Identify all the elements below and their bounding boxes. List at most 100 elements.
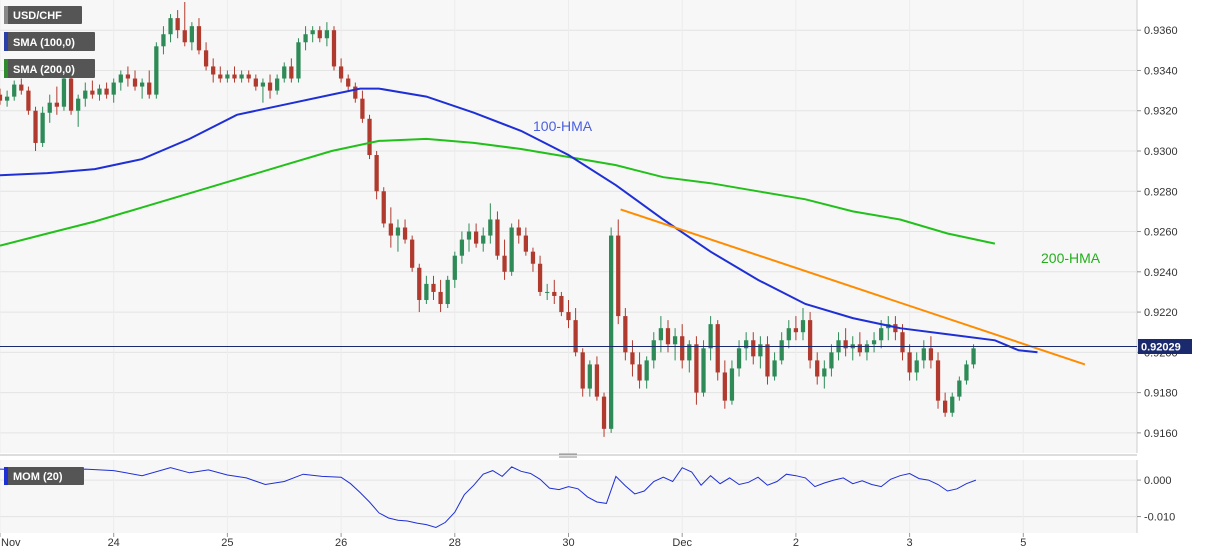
candle-down xyxy=(33,110,38,143)
candle-down xyxy=(680,336,685,361)
candle-down xyxy=(751,340,756,357)
candle-down xyxy=(381,191,386,224)
indicator-lines xyxy=(0,87,1086,366)
candle-up xyxy=(914,360,919,373)
candle-down xyxy=(253,78,258,87)
price-tick-label: 0.9300 xyxy=(1144,146,1178,158)
candle-up xyxy=(545,291,550,293)
hma100-label: 100-HMA xyxy=(533,118,593,134)
time-tick-label: Dec xyxy=(672,537,692,549)
candle-up xyxy=(161,34,166,47)
candle-up xyxy=(296,42,301,79)
price-tick-label: 0.9320 xyxy=(1144,106,1178,118)
candle-up xyxy=(275,78,280,91)
legend-momentum-label: MOM (20) xyxy=(13,471,63,483)
candle-up xyxy=(168,18,173,35)
candle-up xyxy=(47,102,52,113)
panel-resize-handle[interactable] xyxy=(559,453,577,458)
candle-down xyxy=(246,74,251,79)
candle-up xyxy=(800,320,806,333)
candle-down xyxy=(367,118,372,156)
time-tick-label: 3 xyxy=(907,537,913,549)
candle-down xyxy=(175,18,180,31)
candle-down xyxy=(203,50,209,67)
candle-down xyxy=(218,74,223,79)
candle-up xyxy=(154,46,159,95)
candle-down xyxy=(104,88,109,95)
candle-down xyxy=(90,90,95,95)
candle-down xyxy=(807,320,813,361)
candle-down xyxy=(665,328,671,345)
candle-up xyxy=(139,82,145,87)
candle-down xyxy=(502,255,507,272)
time-tick-label: 28 xyxy=(449,537,461,549)
candle-down xyxy=(715,324,720,373)
candle-down xyxy=(289,66,294,79)
candle-down xyxy=(623,316,628,353)
candle-down xyxy=(196,26,202,51)
candle-down xyxy=(900,332,905,353)
candle-up xyxy=(459,239,465,256)
candle-down xyxy=(182,30,187,43)
candle-up xyxy=(964,364,969,381)
candle-up xyxy=(950,396,955,413)
price-tick-label: 0.9260 xyxy=(1144,227,1178,239)
candle-up xyxy=(772,360,777,377)
candle-down xyxy=(68,78,74,111)
candle-down xyxy=(573,320,578,353)
candle-up xyxy=(822,368,827,377)
candle-up xyxy=(61,78,67,107)
candle-up xyxy=(744,340,749,349)
candle-down xyxy=(793,328,799,333)
legend-sma100-label: SMA (100,0) xyxy=(13,37,75,49)
candle-up xyxy=(189,26,195,43)
candle-up xyxy=(651,340,656,361)
momentum-series xyxy=(0,466,977,529)
candle-up xyxy=(708,324,713,349)
time-tick-label: 2 xyxy=(793,537,799,549)
candle-down xyxy=(523,235,528,252)
candle-up xyxy=(864,344,870,353)
candle-down xyxy=(438,291,443,305)
candle-up xyxy=(729,368,735,401)
candle-down xyxy=(928,348,934,361)
candles xyxy=(0,2,976,437)
candle-up xyxy=(644,360,649,381)
candle-down xyxy=(616,235,621,317)
candle-up xyxy=(40,112,45,143)
legend-momentum[interactable]: MOM (20) xyxy=(4,467,84,485)
legend-usdchf-label: USD/CHF xyxy=(13,10,62,22)
legend-sma200[interactable]: SMA (200,0) xyxy=(4,59,95,78)
legend-usdchf[interactable]: USD/CHF xyxy=(4,6,82,24)
candle-down xyxy=(267,82,273,91)
candle-up xyxy=(921,348,926,361)
candle-up xyxy=(324,30,330,39)
candle-down xyxy=(331,30,337,67)
time-tick-label: 24 xyxy=(108,537,120,549)
momentum-tick-label: -0.010 xyxy=(1144,512,1175,524)
current-price-label: 0.92029 xyxy=(1141,341,1181,353)
candle-up xyxy=(303,34,308,43)
candle-down xyxy=(26,90,31,111)
candle-down xyxy=(537,263,543,292)
candle-down xyxy=(410,239,415,268)
candle-up xyxy=(687,344,692,361)
candle-down xyxy=(402,227,408,240)
legend-sma100[interactable]: SMA (100,0) xyxy=(4,32,95,51)
candle-up xyxy=(466,231,472,240)
candle-up xyxy=(260,82,266,87)
resistance-trendline xyxy=(620,208,1086,366)
price-tick-label: 0.9280 xyxy=(1144,186,1178,198)
candle-down xyxy=(431,283,436,292)
hma200-line xyxy=(0,137,996,247)
candle-up xyxy=(4,96,10,101)
candle-down xyxy=(530,251,536,264)
candle-down xyxy=(132,78,138,87)
candle-up xyxy=(971,348,976,365)
price-tick-label: 0.9240 xyxy=(1144,267,1178,279)
candle-down xyxy=(722,372,727,401)
candle-down xyxy=(388,223,393,236)
candle-down xyxy=(54,102,59,107)
time-tick-label: 25 xyxy=(221,537,233,549)
